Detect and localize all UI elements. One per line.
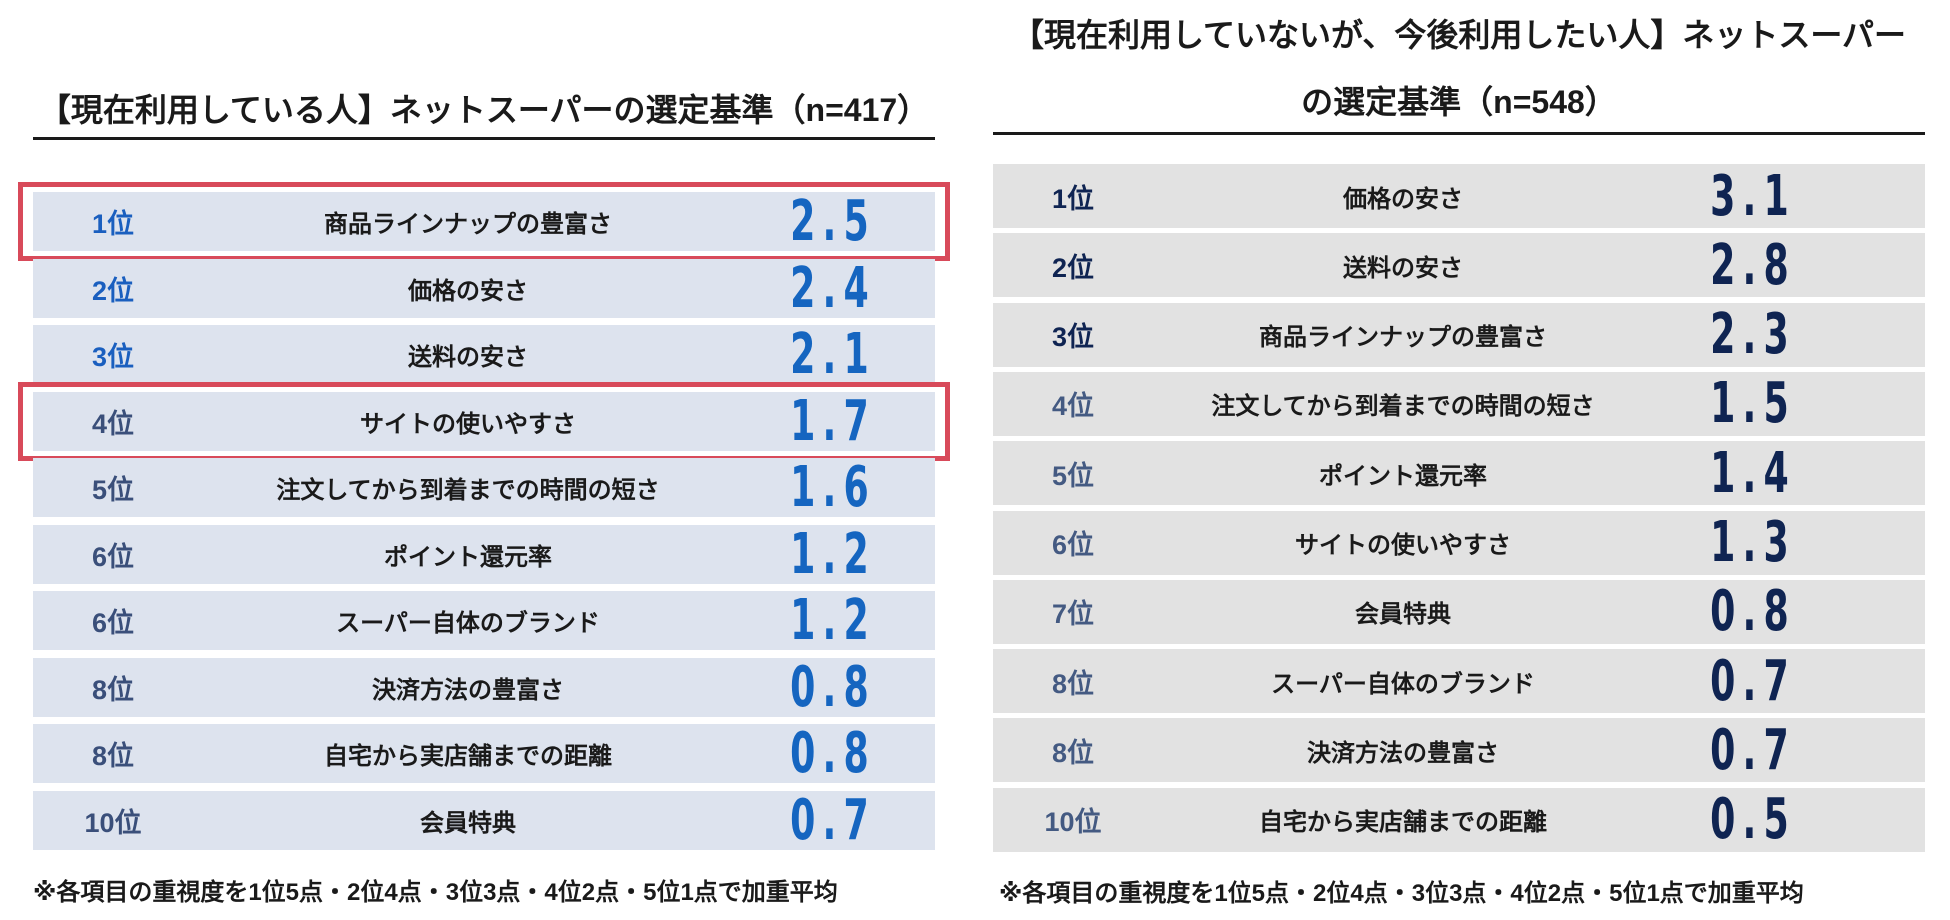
item-label: 送料の安さ [408, 344, 528, 371]
prospective-users-ranking-panel: 【現在利用していないが、今後利用したい人】ネットスーパー の選定基準（n=548… [993, 0, 1925, 920]
ranking-row: 1位 価格の安さ 3.1 [993, 163, 1925, 229]
ranking-row: 6位 スーパー自体のブランド 1.2 [33, 588, 935, 653]
rank-label: 2位 [91, 275, 135, 306]
rank-label: 8位 [1051, 668, 1095, 699]
score-value: 0.8 [790, 721, 876, 786]
score-value: 3.1 [1710, 163, 1796, 229]
ranking-row: 4位 注文してから到着までの時間の短さ 1.5 [993, 371, 1925, 437]
ranking-row: 3位 商品ラインナップの豊富さ 2.3 [993, 302, 1925, 368]
rank-label: 3位 [1051, 322, 1095, 353]
score-value: 0.8 [1710, 579, 1796, 645]
rank-label: 7位 [1051, 599, 1095, 630]
item-label: ポイント還元率 [384, 543, 552, 571]
ranking-row: 8位 スーパー自体のブランド 0.7 [993, 648, 1925, 714]
ranking-row: 2位 価格の安さ 2.4 [33, 255, 935, 321]
rank-label: 6位 [91, 541, 135, 572]
rank-label: 6位 [91, 608, 135, 638]
score-value: 0.7 [790, 787, 876, 853]
item-label: 自宅から実店舗までの距離 [324, 743, 612, 770]
ranking-row: 7位 会員特典 0.8 [993, 579, 1925, 645]
ranking-row: 5位 ポイント還元率 1.4 [993, 440, 1925, 506]
ranking-row: 10位 自宅から実店舗までの距離 0.5 [993, 787, 1925, 853]
score-value: 1.3 [1710, 510, 1796, 575]
score-value: 2.5 [790, 189, 876, 254]
ranking-row: 10位 会員特典 0.7 [33, 787, 935, 853]
rank-label: 2位 [1051, 252, 1095, 283]
rank-label: 8位 [91, 674, 135, 705]
rank-label: 5位 [1051, 460, 1095, 491]
footnote: ※各項目の重視度を1位5点・2位4点・3位3点・4位2点・5位1点で加重平均 [999, 880, 1804, 907]
score-value: 1.6 [790, 455, 876, 520]
ranking-row: 2位 送料の安さ 2.8 [993, 232, 1925, 298]
item-label: 会員特典 [420, 809, 516, 837]
score-value: 0.7 [1710, 648, 1796, 714]
title-divider [993, 132, 1925, 135]
score-value: 2.3 [1710, 302, 1796, 368]
rank-label: 10位 [84, 807, 142, 838]
ranking-row: 5位 注文してから到着までの時間の短さ 1.6 [33, 455, 935, 520]
score-value: 0.8 [790, 654, 876, 720]
footnote: ※各項目の重視度を1位5点・2位4点・3位3点・4位2点・5位1点で加重平均 [33, 879, 838, 906]
item-label: 送料の安さ [1343, 254, 1463, 282]
rank-label: 5位 [91, 475, 135, 505]
item-label: スーパー自体のブランド [1271, 670, 1535, 698]
panel-title-line-1: 【現在利用していないが、今後利用したい人】ネットスーパー [1011, 17, 1907, 53]
item-label: 自宅から実店舗までの距離 [1259, 809, 1547, 837]
item-label: 価格の安さ [408, 277, 528, 305]
score-value: 0.5 [1710, 787, 1796, 853]
ranking-row: 6位 ポイント還元率 1.2 [33, 521, 935, 587]
score-value: 1.5 [1710, 371, 1796, 437]
rank-label: 4位 [91, 408, 135, 439]
title-divider [33, 137, 935, 140]
item-label: 決済方法の豊富さ [372, 676, 564, 704]
score-value: 1.2 [790, 521, 876, 587]
item-label: ポイント還元率 [1319, 462, 1487, 490]
ranking-row: 8位 決済方法の豊富さ 0.8 [33, 654, 935, 720]
item-label: 決済方法の豊富さ [1307, 739, 1499, 767]
ranking-row: 6位 サイトの使いやすさ 1.3 [993, 510, 1925, 575]
item-label: サイトの使いやすさ [360, 410, 576, 438]
ranking-row: 8位 自宅から実店舗までの距離 0.8 [33, 721, 935, 786]
rank-label: 1位 [91, 209, 135, 239]
rank-label: 4位 [1051, 391, 1095, 422]
score-value: 0.7 [1710, 717, 1796, 783]
ranking-row: 3位 送料の安さ 2.1 [33, 322, 935, 387]
score-value: 1.2 [790, 588, 876, 653]
score-value: 2.4 [790, 255, 876, 321]
score-value: 1.7 [790, 388, 876, 454]
item-label: 商品ラインナップの豊富さ [324, 211, 612, 238]
ranking-row: 8位 決済方法の豊富さ 0.7 [993, 717, 1925, 783]
rank-label: 3位 [91, 342, 135, 372]
rank-label: 10位 [1044, 807, 1102, 838]
score-value: 2.8 [1710, 232, 1796, 298]
score-value: 2.1 [790, 322, 876, 387]
ranking-row: 1位 商品ラインナップの豊富さ 2.5 [33, 189, 935, 254]
item-label: 注文してから到着までの時間の短さ [276, 477, 660, 504]
rank-label: 8位 [91, 741, 135, 771]
rank-label: 1位 [1051, 183, 1095, 214]
item-label: スーパー自体のブランド [336, 610, 600, 637]
ranking-row: 4位 サイトの使いやすさ 1.7 [33, 388, 935, 454]
panel-title: 【現在利用している人】ネットスーパーの選定基準（n=417） [38, 92, 930, 128]
item-label: 価格の安さ [1343, 185, 1463, 213]
score-value: 1.4 [1710, 440, 1796, 506]
item-label: 注文してから到着までの時間の短さ [1211, 393, 1595, 421]
item-label: 商品ラインナップの豊富さ [1259, 324, 1547, 352]
rank-label: 6位 [1051, 530, 1095, 560]
panel-title-line-2: の選定基準（n=548） [1301, 84, 1617, 120]
item-label: 会員特典 [1355, 601, 1451, 629]
rank-label: 8位 [1051, 737, 1095, 768]
current-users-ranking-panel: 【現在利用している人】ネットスーパーの選定基準（n=417） 1位 商品ラインナッ… [18, 0, 950, 920]
item-label: サイトの使いやすさ [1295, 532, 1511, 559]
